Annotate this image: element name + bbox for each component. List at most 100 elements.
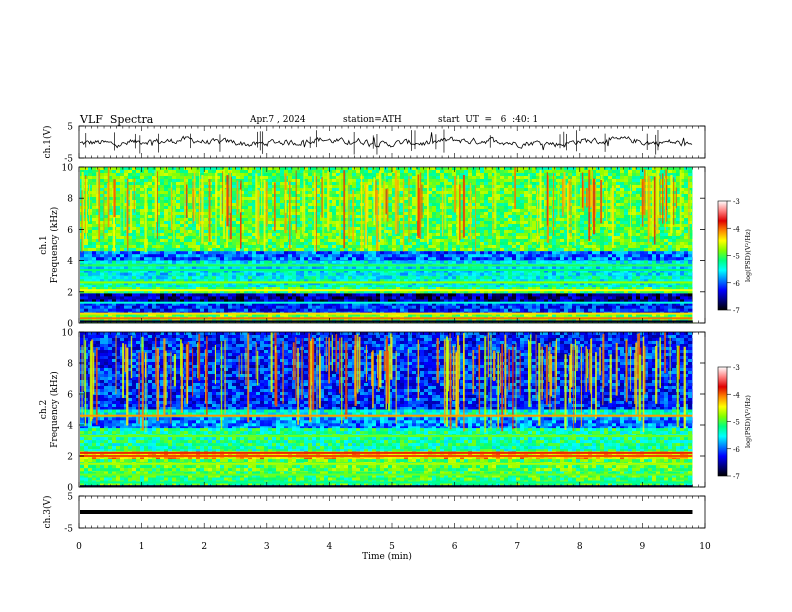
ch1-spectrogram-cell: [612, 200, 617, 204]
ch1-spectrogram-cell: [196, 260, 201, 261]
ch1-spectrogram-cell: [500, 233, 505, 237]
ch1-spectrogram-cell: [300, 257, 305, 261]
ch1-spectrogram-cell: [220, 182, 225, 186]
ch1-spectrogram-cell: [352, 182, 357, 186]
ch1-spectrogram-cell: [524, 218, 529, 222]
ch1-spectrogram-cell: [280, 170, 285, 174]
ch1-spectrogram-cell: [332, 242, 337, 246]
ch1-spectrogram-cell: [140, 215, 145, 219]
ch1-spectrogram-cell: [144, 179, 149, 183]
ch1-spectrogram-cell: [488, 209, 493, 213]
ch1-spectrogram-cell: [472, 245, 477, 249]
ch1-spectrogram-cell: [308, 176, 313, 180]
ch1-spectrogram-cell: [292, 221, 297, 225]
ch1-spectrogram-cell: [156, 197, 161, 201]
ch1-spectrogram-cell: [412, 230, 417, 234]
ch1-spectrogram-cell: [584, 182, 589, 186]
ch1-spectrogram-cell: [484, 254, 489, 258]
ch1-spectrogram-cell: [448, 257, 453, 261]
ch1-spectrogram-cell: [292, 254, 297, 258]
ch1-spectrogram-cell: [392, 224, 397, 228]
ch1-spectrogram-cell: [252, 179, 257, 183]
ch1-spectrogram-cell: [412, 206, 417, 210]
ch1-spectrogram-cell: [564, 179, 569, 183]
ch1-spectrogram-cell: [548, 251, 553, 255]
ch1-spectrogram-cell: [148, 227, 153, 231]
ch1-spectrogram-cell: [304, 200, 309, 204]
ch1-spectrogram-cell: [348, 203, 353, 207]
ch1-spectrogram-cell: [484, 215, 489, 219]
ch1-spectrogram-cell: [268, 236, 273, 240]
ch1-spectrogram-cell: [480, 197, 485, 201]
ch1-spectrogram-cell: [488, 233, 493, 237]
ch1-spectrogram-cell: [280, 230, 285, 234]
ch1-spectrogram-cell: [160, 257, 165, 261]
ch1-spectrogram-cell: [220, 242, 225, 246]
ch1-spectrogram-cell: [660, 242, 665, 246]
ch1-spectrogram-cell: [432, 233, 437, 237]
ch1-spectrogram-cell: [568, 257, 573, 261]
ch1-spectrogram-cell: [604, 176, 609, 180]
ch1-spectrogram-cell: [676, 182, 681, 186]
ch1-spectrogram-cell: [280, 254, 285, 258]
ch1-spectrogram-cell: [600, 248, 605, 252]
ch1-spectrogram-cell: [532, 176, 537, 180]
ch1-spectrogram-cell: [624, 173, 629, 177]
ch1-spectrogram-cell: [168, 233, 173, 237]
ch1-spectrogram-cell: [664, 224, 669, 228]
ch1-spectrogram-cell: [376, 254, 381, 258]
ch1-spectrogram-cell: [568, 227, 573, 231]
ch1-spectrogram-cell: [92, 212, 97, 216]
ch1-spectrogram-cell: [224, 179, 229, 183]
ch1-spectrogram-cell: [544, 185, 549, 189]
ch1-spectrogram-cell: [380, 251, 385, 255]
ch1-spectrogram-cell: [332, 251, 337, 255]
ch1-spectrogram-cell: [356, 233, 361, 237]
ch1-spectrogram-cell: [296, 176, 301, 180]
ch1-spectrogram-cell: [100, 191, 105, 195]
ch1-spectrogram-cell: [224, 248, 229, 252]
ch1-spectrogram-cell: [204, 260, 209, 261]
ch1-spectrogram-cell: [544, 245, 549, 249]
ch1-spectrogram-cell: [496, 182, 501, 186]
ch1-spectrogram-cell: [172, 185, 177, 189]
ch1-spectrogram-cell: [420, 245, 425, 249]
ch1-spectrogram-cell: [628, 182, 633, 186]
ch1-spectrogram-cell: [540, 209, 545, 213]
ch1-spectrogram-cell: [284, 251, 289, 255]
ch1-spectrogram-cell: [516, 239, 521, 243]
ch1-spectrogram-cell: [688, 215, 693, 219]
ch1-spectrogram-cell: [216, 188, 221, 192]
ch1-spectrogram-cell: [276, 188, 281, 192]
ch1-spectrogram-cell: [136, 257, 141, 261]
ch1-spectrogram-cell: [172, 248, 177, 252]
ch1-spectrogram-cell: [488, 185, 493, 189]
ch1-spectrogram-cell: [236, 227, 241, 231]
ch1-spectrogram-cell: [400, 242, 405, 246]
ch1-spectrogram-cell: [232, 194, 237, 198]
ch1-spectrogram-cell: [212, 248, 217, 252]
ch1-spectrogram-cell: [476, 167, 481, 171]
ch1-spectrogram-cell: [472, 167, 477, 171]
ch1-spectrogram-cell: [500, 239, 505, 243]
ch1-spectrogram-cell: [576, 233, 581, 237]
ch1-spectrogram-cell: [560, 233, 565, 237]
ch1-spectrogram-cell: [92, 221, 97, 225]
ch1-spectrogram-cell: [152, 194, 157, 198]
ch1-spectrogram-cell: [192, 227, 197, 231]
ch1-spectrogram-cell: [200, 242, 205, 246]
ch1-spectrogram-cell: [420, 254, 425, 258]
ch1-spectrogram-cell: [324, 233, 329, 237]
ch1-spectrogram-cell: [532, 236, 537, 240]
ch1-spectrogram-cell: [184, 251, 189, 255]
ch1-spectrogram-cell: [228, 257, 233, 261]
ch1-spectrogram-cell: [480, 185, 485, 189]
ch1-spectrogram-cell: [300, 224, 305, 228]
ch1-spectrogram-cell: [92, 167, 97, 171]
ch1-spectrogram-cell: [364, 257, 369, 261]
ch1-spectrogram-cell: [676, 254, 681, 258]
ch1-spectrogram-cell: [368, 176, 373, 180]
ch1-spectrogram-cell: [468, 170, 473, 174]
ch1-spectrogram-cell: [328, 200, 333, 204]
ch1-spectrogram-cell: [128, 248, 133, 252]
